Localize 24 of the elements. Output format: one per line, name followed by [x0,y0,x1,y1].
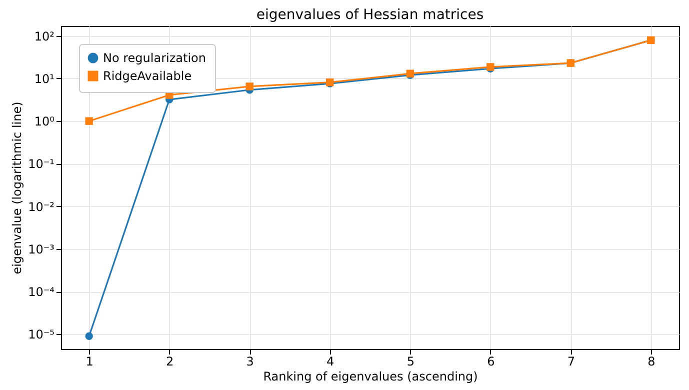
y-tick-label: 10⁰ [34,114,55,129]
point [85,332,93,340]
y-tick-label: 10⁻² [28,200,55,214]
chart-title: eigenvalues of Hessian matrices [256,7,484,23]
legend-label: No regularization [103,51,206,65]
x-axis-title: Ranking of eigenvalues (ascending) [263,370,478,384]
y-tick-label: 10² [34,29,55,44]
x-tick-label: 3 [246,354,254,368]
y-tick-label: 10⁻⁵ [28,328,55,342]
x-tick-label: 7 [567,354,575,368]
x-tick-label: 6 [487,354,495,368]
x-tick-label: 5 [406,354,414,368]
y-tick-label: 10¹ [34,72,55,86]
x-tick-label: 2 [166,354,174,368]
y-tick-label: 10⁻³ [28,242,55,256]
point [85,117,93,125]
x-tick-label: 1 [86,354,94,368]
y-axis-title: eigenvalue (logarithmic line) [10,102,24,274]
x-tick-label: 4 [326,354,334,368]
x-tick-label: 8 [648,354,656,368]
point [246,82,254,90]
y-tick-label: 10⁻¹ [28,157,55,172]
legend-label: RidgeAvailable [103,69,192,83]
y-tick-label: 10⁻⁴ [28,285,55,300]
